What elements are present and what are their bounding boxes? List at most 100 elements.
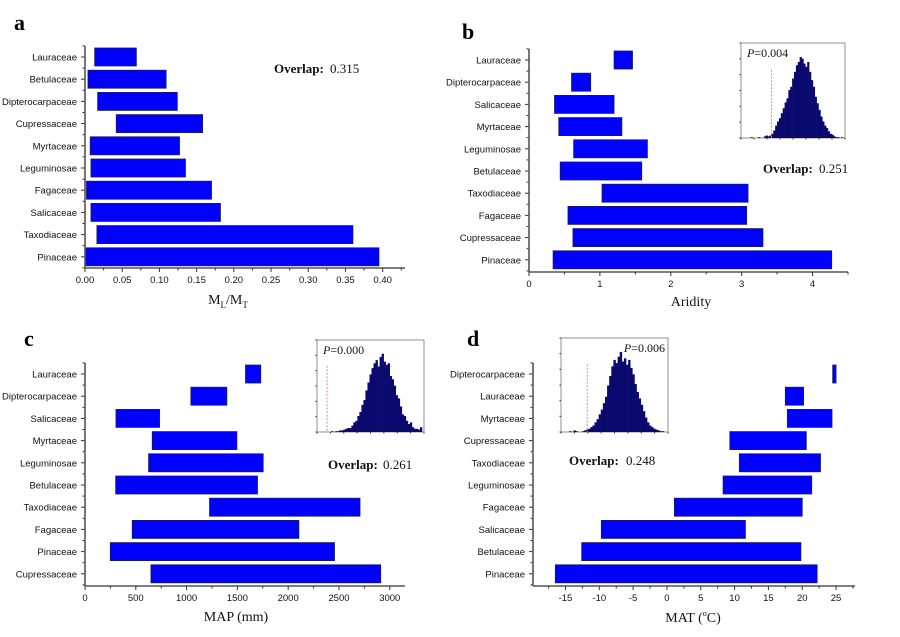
histogram-bin	[351, 425, 354, 432]
bar-leguminosae	[722, 475, 813, 495]
x-axis-title-main: M	[208, 293, 221, 308]
x-tick-label: 15	[763, 593, 774, 604]
histogram-bin	[355, 420, 358, 432]
histogram-bin	[634, 383, 637, 432]
histogram-bin	[331, 431, 334, 432]
histogram-bin	[365, 390, 368, 432]
histogram-bin	[820, 116, 823, 138]
histogram-bin	[649, 425, 652, 432]
bar-leguminosae	[148, 453, 264, 473]
overlap-value: 0.248	[626, 453, 655, 468]
histogram-bin	[413, 428, 417, 432]
overlap-label: Overlap:	[274, 61, 324, 76]
histogram-bin	[619, 351, 623, 432]
y-tick-label: Lauraceae	[32, 370, 77, 381]
histogram-bin	[573, 430, 576, 432]
x-tick-label: 10	[729, 593, 740, 604]
histogram-bin	[816, 103, 819, 138]
histogram-bin	[786, 98, 789, 138]
bar-lauraceae	[784, 386, 804, 406]
bar-salicaceae	[90, 202, 221, 222]
y-tick-label: Pinaceae	[37, 547, 77, 558]
bar-fagaceae	[131, 520, 300, 539]
x-axis-title-sub1: L	[221, 300, 227, 310]
histogram-bin	[592, 425, 595, 432]
histogram-bin	[594, 422, 597, 432]
y-tick-label: Fagaceae	[35, 525, 77, 536]
x-tick-label: 1000	[176, 593, 197, 604]
histogram-bin	[399, 406, 403, 432]
p-symbol: P	[623, 341, 632, 355]
histogram-bin	[588, 428, 591, 432]
histogram-bin	[827, 131, 831, 138]
bar-cupressaceae	[150, 564, 382, 584]
histogram-bin	[609, 375, 612, 432]
histogram-bin	[373, 363, 376, 432]
bar-taxodiaceae	[96, 225, 354, 245]
x-axis-title-end: C)	[707, 611, 721, 626]
x-tick-label: 0	[526, 279, 531, 290]
histogram-bin	[623, 358, 627, 432]
y-tick-label: Myrtaceae	[477, 122, 521, 133]
histogram-bin	[640, 404, 644, 432]
histogram-bin	[801, 58, 804, 138]
histogram-bin	[790, 86, 793, 138]
x-tick-label: 0	[82, 593, 87, 604]
histogram-bin	[767, 136, 770, 138]
y-tick-label: Fagaceae	[483, 503, 525, 514]
inset-histogram: P=0.006	[559, 337, 669, 434]
histogram-bin	[419, 427, 423, 432]
histogram-bin	[792, 78, 795, 138]
histogram-bin	[371, 368, 374, 432]
histogram-bin	[835, 137, 838, 138]
y-tick-label: Lauraceae	[480, 392, 525, 403]
histogram-bin	[797, 61, 800, 138]
y-tick-label: Dipterocarpaceae	[2, 392, 77, 403]
histogram-bin	[341, 430, 344, 432]
histogram-bin	[389, 376, 392, 432]
bars-group	[85, 47, 380, 267]
panel-d: d Dipterocarpaceae Lauraceae Myrtaceae Cupr…	[450, 326, 855, 626]
histogram-bin	[583, 430, 587, 432]
x-tick-label: 0.00	[76, 275, 95, 286]
histogram-bin	[829, 133, 832, 138]
x-tick-label: 1	[597, 279, 602, 290]
histogram-bin	[345, 428, 348, 432]
histogram-bin	[357, 416, 360, 432]
p-value-label: P=0.004	[746, 46, 788, 60]
x-tick-label: 0.25	[262, 275, 281, 286]
panel-label-b: b	[462, 19, 474, 44]
bar-taxodiaceae	[601, 183, 749, 203]
histogram-bin	[642, 411, 646, 432]
histogram-bin	[659, 431, 663, 432]
bar-cupressaceae	[572, 228, 764, 248]
x-tick-label: 0.10	[150, 275, 169, 286]
histogram-bin	[805, 66, 808, 138]
x-tick-label: 4	[810, 279, 815, 290]
histogram-bin	[777, 121, 780, 138]
bar-myrtaceae	[558, 117, 623, 136]
bar-betulaceae	[581, 542, 802, 561]
bar-pinaceae	[85, 247, 380, 267]
bar-fagaceae	[673, 497, 803, 517]
y-tick-label: Pinaceae	[481, 255, 521, 266]
histogram-bin	[653, 428, 656, 432]
y-tick-label: Dipterocarpaceae	[450, 370, 525, 381]
bar-dipterocarpaceae	[190, 386, 228, 406]
histogram-bin	[794, 71, 797, 138]
y-tick-label: Salicaceae	[31, 208, 77, 219]
histogram-bin	[596, 419, 599, 432]
y-tick-label: Cupressaceae	[16, 119, 77, 130]
y-tick-label: Pinaceae	[37, 252, 77, 263]
y-tick-label: Fagaceae	[479, 211, 521, 222]
histogram-bin	[403, 416, 407, 432]
y-tick-label: Fagaceae	[35, 186, 77, 197]
histogram-bin	[837, 137, 840, 138]
histogram-bin	[626, 364, 629, 432]
x-tick-label: -5	[629, 593, 637, 604]
histogram-bin	[833, 136, 836, 138]
histogram-bin	[337, 431, 340, 432]
y-tick-label: Dipterocarpaceae	[2, 97, 77, 108]
axes-group: Lauraceae Dipterocarpaceae Salicaceae Myrta…	[446, 48, 849, 290]
p-symbol: P	[322, 343, 331, 357]
